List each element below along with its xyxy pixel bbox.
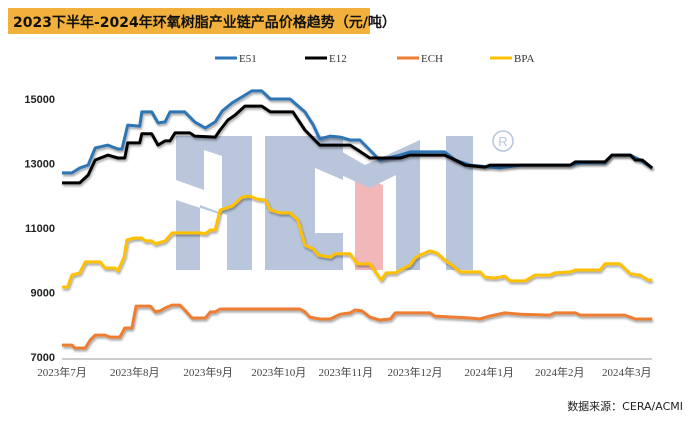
data-source-note: 数据来源：CERA/ACMI (567, 400, 683, 413)
legend-label-e12: E12 (329, 53, 347, 65)
y-tick-label: 15000 (24, 94, 55, 106)
legend-label-e51: E51 (239, 53, 257, 65)
x-tick-label: 2023年11月 (319, 365, 374, 379)
x-tick-label: 2024年3月 (602, 365, 652, 379)
series-line-e51 (62, 89, 654, 175)
series-line-e12 (62, 104, 654, 185)
y-tick-label: 11000 (25, 223, 55, 235)
series-line-bpa (62, 194, 653, 289)
x-tick-label: 2023年8月 (110, 365, 160, 379)
x-tick-label: 2023年9月 (183, 365, 233, 379)
y-tick-label: 13000 (24, 159, 55, 171)
y-tick-label: 7000 (31, 352, 55, 364)
chart-title-box: 2023下半年-2024年环氧树脂产业链产品价格趋势（元/吨） (8, 8, 396, 34)
svg-text:R: R (498, 134, 507, 149)
x-tick-label: 2023年12月 (388, 365, 443, 379)
acmi-watermark: R (176, 130, 514, 270)
x-tick-label: 2024年1月 (464, 365, 514, 379)
x-tick-label: 2024年2月 (535, 365, 585, 379)
x-tick-label: 2023年10月 (251, 365, 306, 379)
legend-label-bpa: BPA (514, 53, 534, 65)
y-tick-label: 9000 (31, 288, 55, 300)
legend-label-ech: ECH (421, 53, 443, 65)
chart-title: 2023下半年-2024年环氧树脂产业链产品价格趋势（元/吨） (13, 15, 396, 31)
x-tick-label: 2023年7月 (37, 365, 87, 379)
series-line-ech (62, 303, 653, 350)
